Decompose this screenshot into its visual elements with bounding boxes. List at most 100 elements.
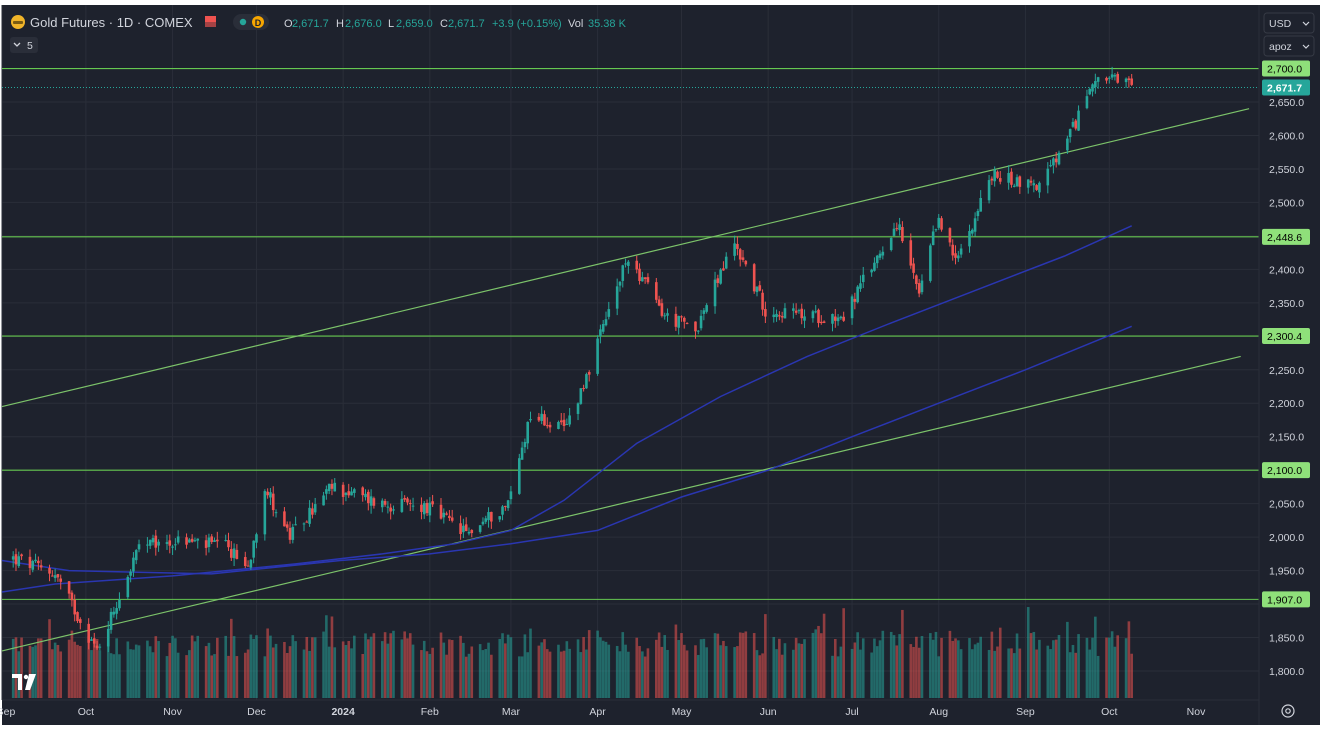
candle-body bbox=[618, 281, 622, 286]
volume-bar bbox=[915, 636, 918, 698]
volume-bar bbox=[311, 637, 314, 698]
candle-body bbox=[752, 264, 756, 292]
volume-bar bbox=[509, 637, 513, 698]
volume-bar bbox=[722, 640, 725, 698]
candle-body bbox=[263, 491, 267, 535]
volume-bar bbox=[294, 641, 297, 698]
volume-bar bbox=[459, 635, 462, 698]
volume-bar bbox=[820, 633, 823, 698]
candle-body bbox=[699, 315, 703, 329]
candle-body bbox=[957, 255, 960, 259]
moving-average-fast bbox=[1, 225, 1133, 593]
candle-body bbox=[878, 253, 882, 258]
volume-bar bbox=[601, 640, 605, 698]
candle-body bbox=[490, 511, 493, 522]
candle-body bbox=[979, 198, 982, 212]
currency-select[interactable] bbox=[1263, 12, 1315, 34]
candle-body bbox=[797, 310, 801, 312]
candle-body bbox=[518, 458, 521, 494]
gear-icon[interactable] bbox=[1281, 704, 1295, 718]
candle-body bbox=[106, 628, 110, 647]
trend-line bbox=[1, 355, 1241, 652]
candle-body bbox=[148, 539, 152, 546]
candle-body bbox=[643, 277, 647, 279]
volume-bar bbox=[699, 639, 703, 698]
level-badge bbox=[1262, 462, 1310, 479]
candle-body bbox=[934, 229, 938, 231]
candle-body bbox=[680, 316, 683, 318]
volume-bar bbox=[1077, 634, 1080, 698]
volume-bar bbox=[778, 638, 781, 698]
trend-lines bbox=[1, 108, 1250, 652]
candle-body bbox=[817, 309, 820, 324]
volume-bar bbox=[106, 643, 110, 698]
volume-bar bbox=[873, 638, 876, 698]
volume-bar bbox=[490, 654, 493, 698]
volume-bar bbox=[912, 646, 915, 698]
candle-body bbox=[959, 248, 963, 255]
last-price-label: 2,671.7 bbox=[1267, 82, 1302, 94]
time-tick-label: Jun bbox=[760, 706, 777, 718]
indicators-collapse-button[interactable] bbox=[10, 37, 38, 53]
price-tick-label: 2,200.0 bbox=[1269, 398, 1304, 410]
level-badge bbox=[1262, 591, 1310, 608]
symbol-title[interactable]: Gold Futures · 1D · COMEX bbox=[30, 15, 193, 30]
candle-body bbox=[778, 315, 781, 317]
volume-bar bbox=[1096, 655, 1100, 698]
trend-line bbox=[1, 108, 1250, 408]
candle-body bbox=[95, 645, 99, 649]
volume-bar bbox=[870, 652, 873, 698]
candle-body bbox=[987, 180, 991, 201]
volume-bar bbox=[213, 654, 216, 698]
volume-bar bbox=[129, 649, 132, 698]
time-tick-label: 2024 bbox=[331, 706, 355, 718]
candle-body bbox=[915, 275, 918, 284]
candle-body bbox=[520, 447, 524, 460]
volume-bar bbox=[677, 640, 680, 698]
volume-bar bbox=[856, 632, 859, 698]
candle-body bbox=[937, 217, 941, 228]
volume-bar bbox=[425, 651, 429, 698]
candle-body bbox=[1035, 185, 1038, 190]
volume-bar bbox=[386, 643, 390, 698]
candle-body bbox=[1105, 77, 1108, 81]
volume-bar bbox=[842, 608, 845, 698]
candle-body bbox=[176, 536, 180, 543]
candle-body bbox=[920, 280, 924, 293]
volume-bar bbox=[367, 639, 370, 698]
time-tick-label: Feb bbox=[421, 706, 439, 718]
candle-body bbox=[249, 559, 253, 568]
candle-body bbox=[1113, 75, 1117, 77]
flag-icon[interactable] bbox=[205, 16, 216, 27]
tradingview-logo[interactable] bbox=[12, 674, 36, 690]
candle-body bbox=[545, 425, 549, 427]
candle-body bbox=[850, 296, 854, 319]
candle-body bbox=[839, 316, 843, 319]
volume-bar bbox=[755, 650, 759, 698]
volume-bar bbox=[1057, 635, 1061, 698]
candle-body bbox=[389, 507, 392, 512]
candle-body bbox=[702, 310, 706, 314]
volume-bar bbox=[559, 651, 563, 698]
volume-bar bbox=[794, 637, 798, 698]
volume-bar bbox=[313, 637, 317, 698]
scale-mode-select[interactable] bbox=[1263, 35, 1315, 57]
volume-bar bbox=[392, 630, 395, 698]
candle-body bbox=[291, 526, 295, 540]
volume-bar bbox=[627, 651, 630, 698]
volume-bar bbox=[596, 630, 599, 698]
volume-bar bbox=[850, 648, 854, 698]
candle-body bbox=[459, 523, 462, 535]
volume-bar bbox=[660, 646, 664, 698]
volume-bar bbox=[325, 615, 328, 698]
volume-bar bbox=[811, 632, 815, 698]
candle-body bbox=[448, 515, 451, 519]
time-tick-label: Jul bbox=[845, 706, 858, 718]
volume-bar bbox=[285, 652, 289, 698]
volume-bar bbox=[641, 651, 644, 698]
volume-bar bbox=[193, 641, 197, 698]
candle-body bbox=[568, 415, 571, 425]
candle-body bbox=[252, 540, 255, 558]
candle-body bbox=[565, 424, 569, 426]
candle-body bbox=[213, 540, 216, 542]
